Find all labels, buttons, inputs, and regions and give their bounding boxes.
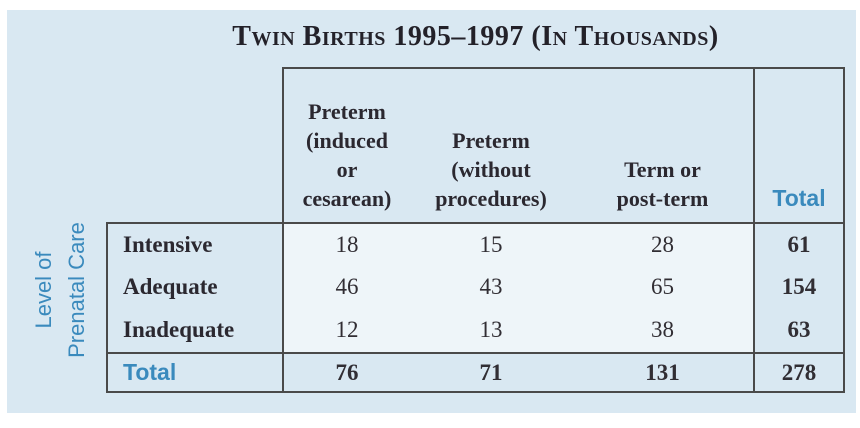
total-cell-preterm-induced: 76 <box>282 352 410 393</box>
data-cell-adequate-preterm-induced: 46 <box>282 265 410 308</box>
data-cell-adequate-term: 65 <box>572 265 753 308</box>
table-title: Twin Births 1995–1997 (In Thousands) <box>232 21 719 52</box>
total-cell-inadequate: 63 <box>753 308 845 352</box>
data-cell-adequate-preterm-without: 43 <box>410 265 572 308</box>
data-cell-inadequate-preterm-induced: 12 <box>282 308 410 352</box>
total-cell-preterm-without: 71 <box>410 352 572 393</box>
corner-cell <box>106 67 282 222</box>
grand-total-cell: 278 <box>753 352 845 393</box>
total-cell-term: 131 <box>572 352 753 393</box>
row-header-total: Total <box>106 352 282 393</box>
total-cell-intensive: 61 <box>753 222 845 265</box>
data-cell-intensive-preterm-induced: 18 <box>282 222 410 265</box>
row-header-adequate: Adequate <box>106 265 282 308</box>
data-cell-intensive-preterm-without: 15 <box>410 222 572 265</box>
data-cell-intensive-term: 28 <box>572 222 753 265</box>
row-axis-label: Level of Prenatal Care <box>23 205 97 375</box>
data-table: Preterm (induced or cesarean) Preterm (w… <box>106 67 845 393</box>
data-cell-inadequate-term: 38 <box>572 308 753 352</box>
row-header-inadequate: Inadequate <box>106 308 282 352</box>
row-axis-label-line2: Prenatal Care <box>64 222 89 358</box>
column-header-preterm-without: Preterm (without procedures) <box>410 67 572 222</box>
row-axis-label-line1: Level of <box>31 251 56 329</box>
figure-panel: Twin Births 1995–1997 (In Thousands) Lev… <box>7 10 856 413</box>
column-header-preterm-induced: Preterm (induced or cesarean) <box>282 67 410 222</box>
column-header-term-postterm: Term or post-term <box>572 67 753 222</box>
data-cell-inadequate-preterm-without: 13 <box>410 308 572 352</box>
row-header-intensive: Intensive <box>106 222 282 265</box>
total-cell-adequate: 154 <box>753 265 845 308</box>
column-header-total: Total <box>753 67 845 222</box>
